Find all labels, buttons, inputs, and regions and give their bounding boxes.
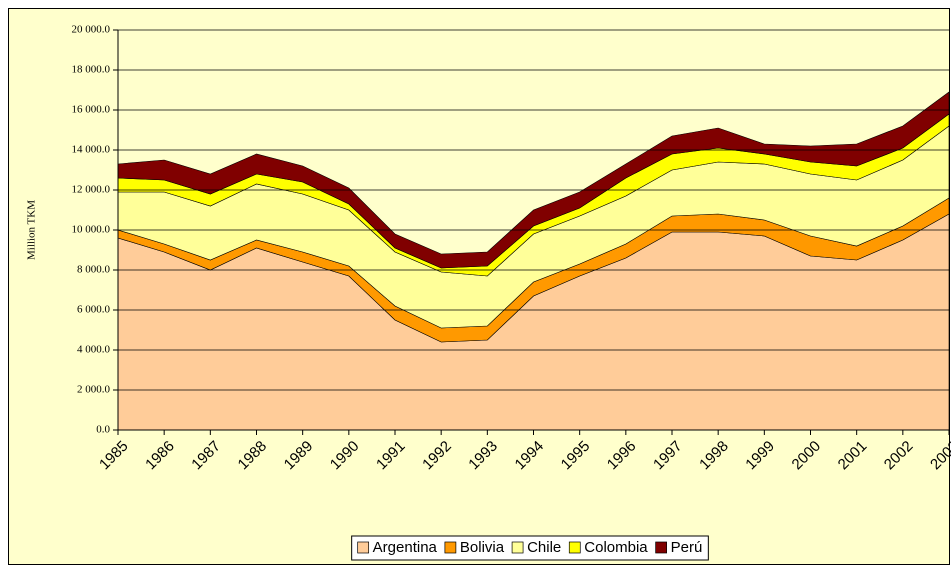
legend-swatch bbox=[655, 541, 667, 554]
legend-box bbox=[351, 535, 709, 561]
legend-label: Argentina bbox=[373, 539, 438, 556]
y-tick-label: 20 000.0 bbox=[72, 24, 111, 36]
y-tick-label: 6 000.0 bbox=[77, 304, 111, 316]
legend-label: Chile bbox=[527, 539, 561, 556]
y-tick-label: 8 000.0 bbox=[77, 264, 111, 276]
legend-swatch bbox=[357, 541, 370, 554]
y-tick-label: 10 000.0 bbox=[72, 224, 111, 236]
legend-swatch bbox=[444, 541, 457, 554]
y-tick-label: 14 000.0 bbox=[72, 144, 111, 156]
y-axis-label: Million TKM bbox=[26, 200, 38, 260]
y-tick-label: 0.0 bbox=[96, 424, 110, 436]
y-tick-label: 18 000.0 bbox=[72, 64, 111, 76]
area bbox=[117, 91, 950, 269]
legend-label: Perú bbox=[671, 539, 703, 556]
legend-swatch bbox=[568, 541, 581, 554]
legend-label: Bolivia bbox=[460, 539, 505, 556]
legend-swatch bbox=[511, 541, 524, 554]
y-tick-label: 12 000.0 bbox=[72, 184, 111, 196]
y-tick-label: 16 000.0 bbox=[72, 104, 111, 116]
legend-label: Colombia bbox=[584, 539, 648, 556]
y-tick-label: 2 000.0 bbox=[77, 384, 111, 396]
y-tick-label: 4 000.0 bbox=[77, 344, 111, 356]
